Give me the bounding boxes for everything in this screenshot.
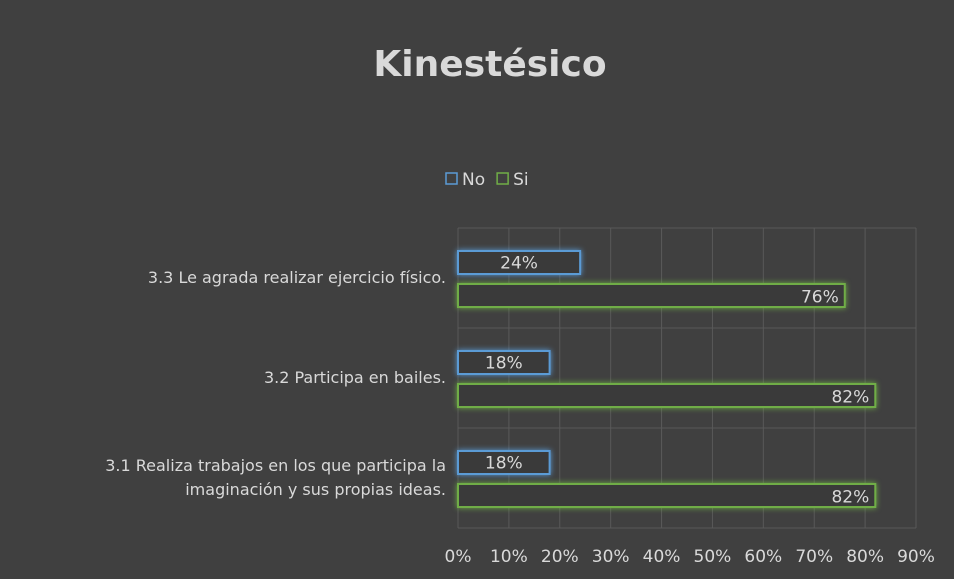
bar	[457, 283, 846, 308]
data-label: 76%	[801, 288, 839, 308]
x-tick-label: 40%	[643, 547, 681, 567]
data-label: 24%	[500, 254, 538, 274]
data-label: 82%	[831, 488, 869, 508]
x-tick-label: 60%	[744, 547, 782, 567]
bar	[457, 250, 582, 275]
category-label: 3.2 Participa en bailes.	[263, 368, 446, 387]
x-tick-label: 80%	[846, 547, 884, 567]
category-label: 3.3 Le agrada realizar ejercicio físico.	[147, 268, 446, 287]
bar	[457, 483, 877, 508]
legend-label: Si	[513, 170, 529, 190]
x-tick-label: 0%	[445, 547, 472, 567]
x-tick-label: 20%	[541, 547, 579, 567]
x-tick-label: 90%	[897, 547, 935, 567]
bar	[457, 350, 551, 375]
legend-swatch	[445, 172, 458, 185]
bar	[457, 383, 877, 408]
legend-label: No	[462, 170, 485, 190]
x-tick-label: 30%	[592, 547, 630, 567]
data-label: 82%	[831, 388, 869, 408]
chart-title: Kinestésico	[373, 44, 606, 85]
data-label: 18%	[485, 354, 523, 374]
bar	[457, 450, 551, 475]
legend-swatch	[496, 172, 509, 185]
category-label: 3.1 Realiza trabajos en los que particip…	[105, 456, 446, 499]
x-tick-label: 70%	[795, 547, 833, 567]
x-tick-label: 10%	[490, 547, 528, 567]
x-tick-label: 50%	[694, 547, 732, 567]
data-label: 18%	[485, 454, 523, 474]
